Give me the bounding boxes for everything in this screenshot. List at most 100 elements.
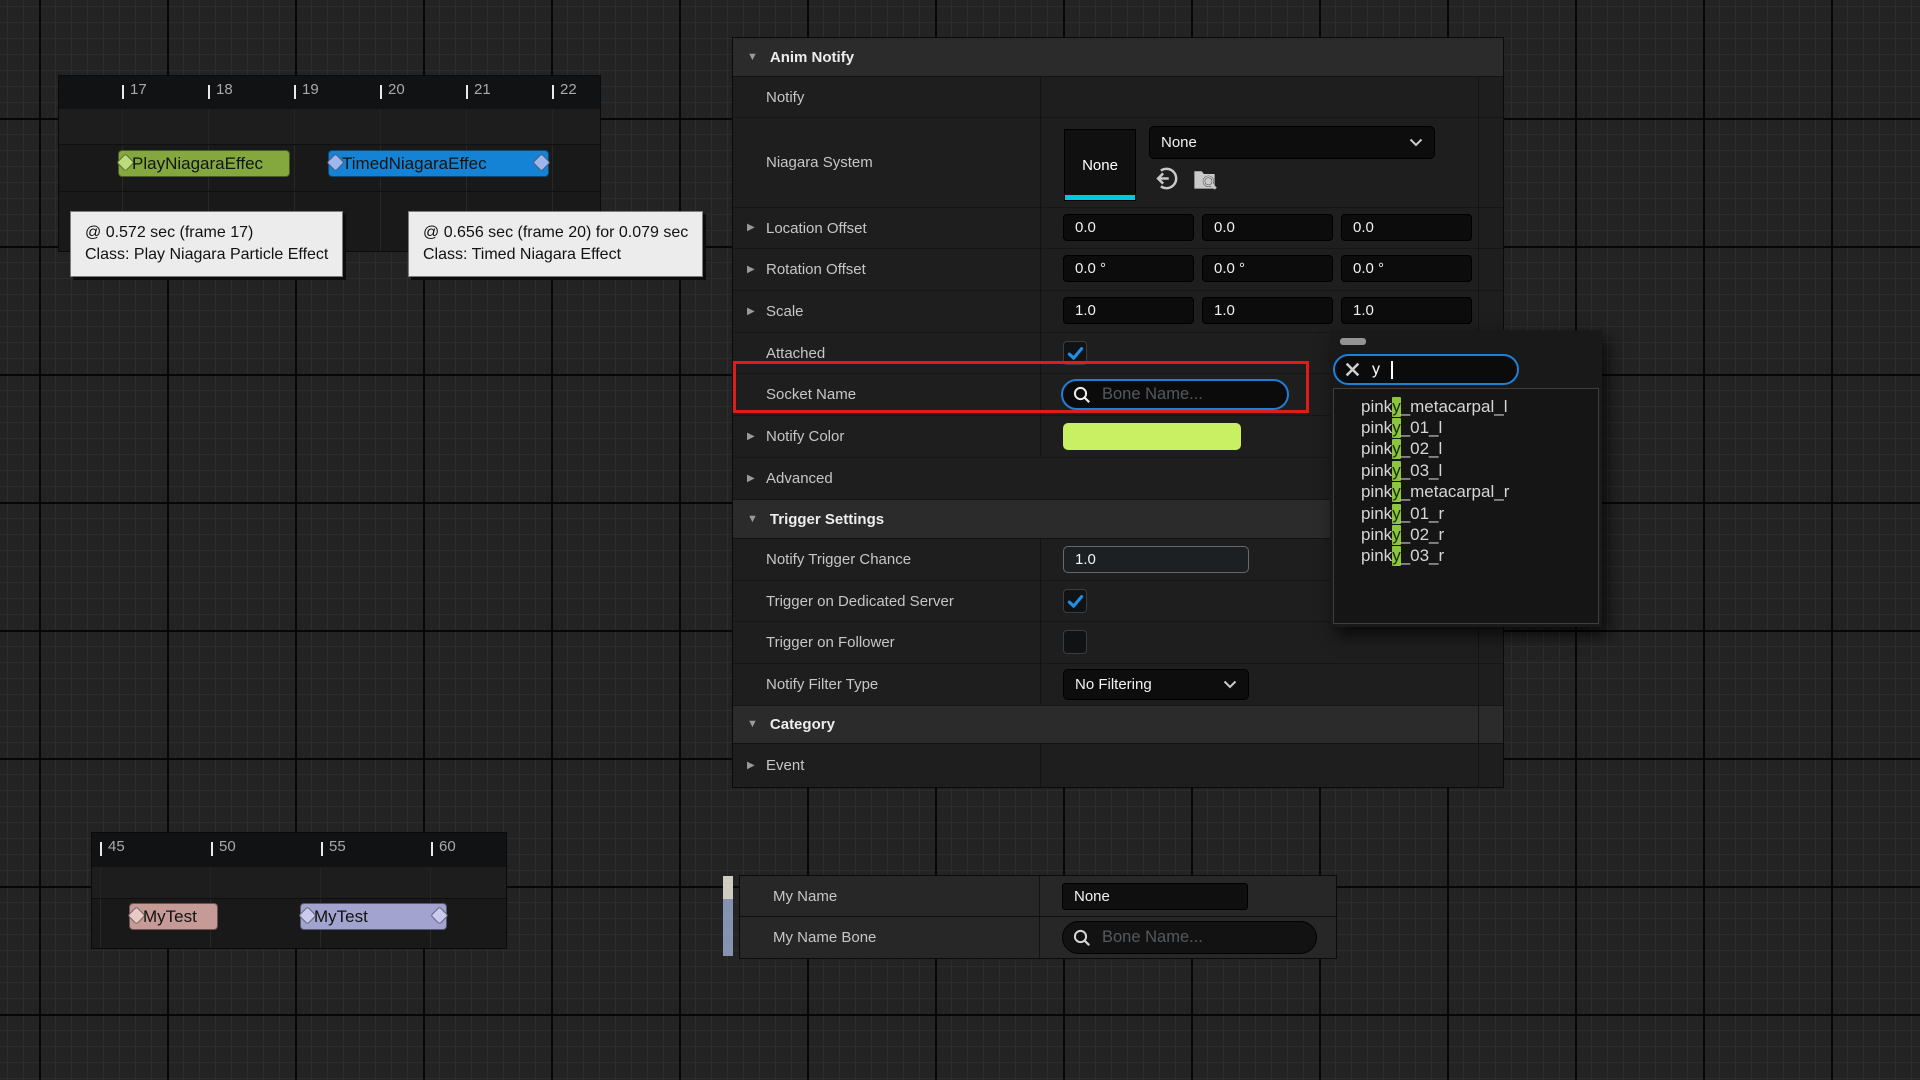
property-label: Niagara System [766,154,873,171]
browse-to-asset-icon[interactable] [1191,165,1218,192]
bone-list-item[interactable]: pink y _03_r [1361,546,1445,567]
clear-search-icon[interactable] [1344,361,1361,378]
expander-arrow-icon[interactable]: ▶ [747,430,755,442]
attached-checkbox[interactable] [1063,341,1087,365]
bone-name-input[interactable] [1100,927,1264,948]
notify-end-diamond-icon[interactable] [532,153,551,172]
timeline-ruler[interactable]: 45 50 55 60 [92,833,506,867]
frame-tick-label: 22 [560,81,577,98]
vector-x-field[interactable]: 0.0 [1063,214,1194,241]
property-label: Notify [766,88,805,106]
popup-grip-icon[interactable] [1340,338,1366,345]
frame-tick-label: 17 [130,81,147,98]
notify-lane: MyTest MyTest [92,899,506,948]
section-anim-notify[interactable]: ▼ Anim Notify [733,38,1503,77]
asset-thumbnail[interactable]: None [1064,129,1136,201]
my-name-bone-search[interactable] [1062,921,1317,954]
property-label: Notify Trigger Chance [766,551,912,568]
collapse-arrow-icon[interactable]: ▼ [747,50,758,63]
collapse-arrow-icon[interactable]: ▼ [747,718,758,730]
collapse-arrow-icon[interactable]: ▼ [747,512,758,525]
chevron-down-icon [1409,138,1423,147]
combobox-value: No Filtering [1075,676,1152,693]
follower-checkbox[interactable] [1063,630,1087,654]
row-niagara-system: Niagara System None None [733,118,1503,208]
notify-label: TimedNiagaraEffec [342,153,487,173]
bone-picker-popup: y pink y _metacarpal_l pink y _01_l pink y _02… [1330,330,1602,627]
notify-color-swatch[interactable] [1063,423,1241,450]
scale-y-field[interactable]: 1.0 [1202,297,1333,324]
bone-list: pink y _metacarpal_l pink y _01_l pink y _02_l… [1333,388,1599,624]
tooltip-time: @ 0.572 sec (frame 17) [85,224,254,241]
row-my-name-bone: My Name Bone [740,917,1336,958]
notify-timed-niagara[interactable]: TimedNiagaraEffec [326,150,551,177]
notify-play-niagara[interactable]: PlayNiagaraEffec [116,150,290,177]
frame-tick-label: 45 [108,838,125,855]
track-color-strip-top [723,876,733,899]
row-notify-filter-type: Notify Filter Type No Filtering [733,664,1503,706]
combobox-value: None [1161,134,1197,151]
niagara-asset-combobox[interactable]: None [1149,126,1435,159]
my-name-field[interactable]: None [1062,883,1248,910]
expander-arrow-icon[interactable]: ▶ [747,263,755,275]
asset-thumbnail-text: None [1082,156,1118,174]
rotation-y-field[interactable]: 0.0 ° [1202,255,1333,282]
expander-arrow-icon[interactable]: ▶ [747,472,755,484]
bone-list-item[interactable]: pink y _02_l [1361,439,1443,460]
bone-list-item[interactable]: pink y _01_l [1361,418,1443,439]
property-label: Advanced [766,470,833,487]
bone-list-item[interactable]: pink y _03_l [1361,460,1443,481]
property-label: My Name [773,887,838,905]
search-icon [1073,386,1090,403]
bone-list-item[interactable]: pink y _01_r [1361,503,1445,524]
notify-tooltip: @ 0.572 sec (frame 17) Class: Play Niaga… [70,211,344,277]
bone-list-item[interactable]: pink y _metacarpal_l [1361,396,1508,417]
property-label: Notify Color [766,428,845,445]
notify-label: PlayNiagaraEffec [132,153,264,173]
tooltip-class: Class: Timed Niagara Effect [423,246,622,263]
asset-type-color-bar [1065,195,1135,200]
dedicated-server-checkbox[interactable] [1063,589,1087,613]
expander-arrow-icon[interactable]: ▶ [747,305,755,317]
trigger-chance-spinbox[interactable]: 1.0 [1063,546,1249,573]
property-label: Notify Filter Type [766,676,879,693]
frame-tick-label: 18 [216,81,233,98]
rotation-x-field[interactable]: 0.0 ° [1063,255,1194,282]
search-icon [1073,929,1090,946]
vector-z-field[interactable]: 0.0 [1341,214,1472,241]
tooltip-time: @ 0.656 sec (frame 20) for 0.079 sec [423,224,689,241]
popup-search-field[interactable]: y [1333,354,1519,385]
rotation-z-field[interactable]: 0.0 ° [1341,255,1472,282]
section-category[interactable]: ▼ Category [733,706,1503,744]
scale-z-field[interactable]: 1.0 [1341,297,1472,324]
check-icon [1067,594,1083,608]
frame-tick-label: 50 [219,838,236,855]
bone-list-item[interactable]: pink y _02_r [1361,525,1445,546]
property-label: Location Offset [766,219,867,237]
bone-list-item[interactable]: pink y _metacarpal_r [1361,482,1510,503]
use-selected-asset-icon[interactable] [1153,165,1180,192]
frame-tick-label: 21 [474,81,491,98]
frame-tick-label: 60 [439,838,456,855]
timeline-ruler[interactable]: 17 18 19 20 21 22 [59,76,600,109]
bone-name-input[interactable] [1100,384,1264,405]
property-label: Attached [766,344,826,362]
vector-y-field[interactable]: 0.0 [1202,214,1333,241]
notify-mytest-1[interactable]: MyTest [127,903,218,930]
notify-mytest-2[interactable]: MyTest [298,903,449,930]
notify-end-diamond-icon[interactable] [430,906,449,925]
notify-filter-combobox[interactable]: No Filtering [1063,669,1249,700]
property-label: Scale [766,303,804,320]
tooltip-class: Class: Play Niagara Particle Effect [85,246,329,263]
row-scale: ▶ Scale 1.0 1.0 1.0 [733,291,1503,333]
timeline-spacer-row [59,108,600,145]
socket-name-search[interactable] [1061,379,1289,410]
expander-arrow-icon[interactable]: ▶ [747,759,755,771]
property-label: Socket Name [766,386,857,403]
scale-x-field[interactable]: 1.0 [1063,297,1194,324]
frame-tick-label: 20 [388,81,405,98]
notify-tooltip: @ 0.656 sec (frame 20) for 0.079 sec Cla… [408,211,704,277]
text-caret [1391,360,1393,379]
row-notify: Notify [733,77,1503,118]
expander-arrow-icon[interactable]: ▶ [747,222,755,233]
